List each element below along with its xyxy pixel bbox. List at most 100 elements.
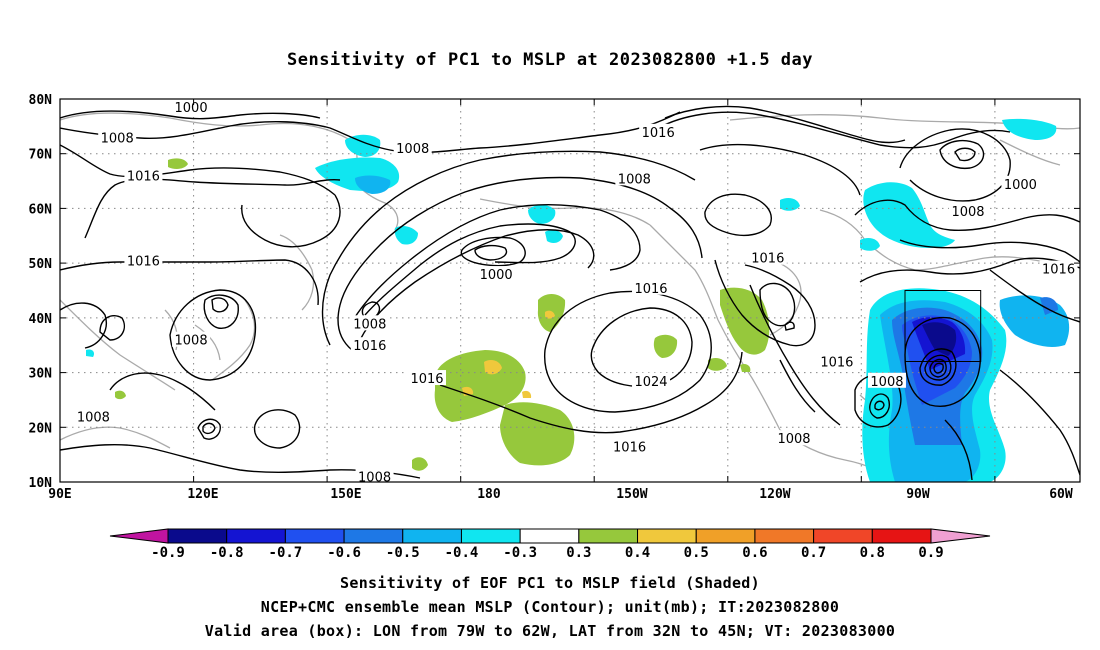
contour-label: 1016 <box>820 356 853 371</box>
contour-label: 1016 <box>642 126 675 141</box>
colorbar-segment <box>754 528 815 544</box>
negative-sensitivity-shading <box>86 118 1070 482</box>
contour-label-bg <box>948 203 987 219</box>
contour-label-bg <box>1039 260 1078 276</box>
lon-label: 60W <box>1049 487 1073 502</box>
contour-label: 1000 <box>1004 178 1037 193</box>
lon-label: 180 <box>477 487 501 502</box>
contour-label-bg <box>615 170 654 186</box>
validation-area-box <box>904 290 982 362</box>
lat-label: 30N <box>29 367 53 382</box>
plot-frame <box>59 98 1081 483</box>
contour-label: 1000 <box>480 268 513 283</box>
contour-label-bg <box>98 129 137 145</box>
colorbar-label: -0.5 <box>386 545 420 561</box>
colorbar-segment <box>813 528 873 544</box>
contour-label-bg <box>74 408 113 424</box>
colorbar-segment <box>578 528 639 544</box>
colorbar-segment <box>519 528 580 544</box>
contour-label: 1000 <box>175 101 208 116</box>
contour-label: 1016 <box>127 170 160 185</box>
contour-label-bg <box>639 123 678 139</box>
longitude-labels: 90E 120E 150E 180 150W 120W 90W 60W <box>48 487 1073 502</box>
colorbar-segment <box>284 528 345 544</box>
contour-label-bg <box>748 249 787 265</box>
contour-label-bg <box>632 372 671 388</box>
contour-label: 1008 <box>175 334 208 349</box>
caption-line-1: Sensitivity of EOF PC1 to MSLP field (Sh… <box>340 574 760 592</box>
lat-label: 40N <box>29 312 53 327</box>
lon-label: 90W <box>906 487 930 502</box>
colorbar-label: -0.9 <box>151 545 185 561</box>
contour-label-bg <box>124 252 163 268</box>
contour-label: 1016 <box>751 252 784 267</box>
lat-label: 60N <box>29 202 53 217</box>
contour-label-bg <box>172 331 211 347</box>
colorbar-label: 0.5 <box>684 545 709 561</box>
lat-label: 80N <box>29 93 53 108</box>
colorbar-segment <box>402 528 462 544</box>
colorbar-label: -0.8 <box>210 545 244 561</box>
colorbar-label: 0.7 <box>801 545 826 561</box>
contour-label: 1008 <box>396 142 429 157</box>
contour-label-bg <box>867 372 906 388</box>
contour-label: 1016 <box>127 254 160 269</box>
colorbar-label: 0.3 <box>566 545 591 561</box>
lon-label: 120E <box>187 487 218 502</box>
contour-label-bg <box>632 279 671 295</box>
latitude-labels: 80N 70N 60N 50N 40N 30N 20N 10N <box>29 93 53 491</box>
contour-label-bg <box>610 438 649 454</box>
contour-label-bg <box>817 353 856 369</box>
contour-label: 1008 <box>618 172 651 187</box>
caption-line-3: Valid area (box): LON from 79W to 62W, L… <box>204 622 896 640</box>
lat-label: 70N <box>29 148 53 163</box>
colorbar-label: -0.3 <box>503 545 537 561</box>
lat-label: 20N <box>29 421 53 436</box>
contour-label: 1008 <box>353 317 386 332</box>
contour-label: 1008 <box>777 432 810 447</box>
colorbar-low-end <box>109 528 169 544</box>
colorbar-label: -0.4 <box>445 545 479 561</box>
colorbar-high-end <box>930 528 991 544</box>
colorbar-label: -0.6 <box>327 545 361 561</box>
contour-label-bg <box>408 370 447 386</box>
contour-label: 1016 <box>410 372 443 387</box>
contour-label: 1016 <box>353 339 386 354</box>
colorbar-segment <box>167 528 228 544</box>
lat-label: 10N <box>29 476 53 491</box>
lon-label: 150E <box>330 487 361 502</box>
positive-sensitivity-shading <box>115 158 770 471</box>
colorbar-segment <box>637 528 697 544</box>
colorbar-label: -0.7 <box>269 545 303 561</box>
contour-label-bg <box>350 315 389 331</box>
colorbar-segment <box>460 528 521 544</box>
graticule <box>60 99 1080 482</box>
lon-label: 90E <box>48 487 71 502</box>
colorbar-segment <box>226 528 286 544</box>
contour-label: 1008 <box>77 410 110 425</box>
contour-label-bg <box>172 99 211 115</box>
contour-label-bg <box>124 167 163 183</box>
colorbar-label: 0.9 <box>918 545 943 561</box>
caption-line-2: NCEP+CMC ensemble mean MSLP (Contour); u… <box>260 598 840 616</box>
colorbar-segment <box>695 528 756 544</box>
contour-label-bg <box>1001 175 1040 191</box>
lat-label: 50N <box>29 257 53 272</box>
contour-label: 1024 <box>634 375 667 390</box>
mslp-contours <box>60 105 1080 481</box>
contour-label-bg <box>775 430 814 446</box>
colorbar-label: 0.4 <box>625 545 650 561</box>
lon-label: 150W <box>616 487 647 502</box>
contour-label: 1016 <box>1042 263 1075 278</box>
contour-label: 1008 <box>870 375 903 390</box>
contour-label: 1008 <box>951 205 984 220</box>
tick-marks <box>60 98 1080 483</box>
lon-label: 120W <box>759 487 790 502</box>
contour-labels: 1000 1008 1016 1008 1016 1008 1000 1016 1008 1008… <box>74 99 1078 486</box>
colorbar: -0.9 -0.8 -0.7 -0.6 -0.5 -0.4 -0.3 0.3 0.4 0.5 0.6… <box>109 528 991 561</box>
colorbar-label: 0.8 <box>860 545 885 561</box>
contour-label-bg <box>355 468 394 482</box>
contour-label: 1008 <box>358 471 391 486</box>
contour-label: 1016 <box>613 440 646 455</box>
contour-label-bg <box>477 266 516 282</box>
